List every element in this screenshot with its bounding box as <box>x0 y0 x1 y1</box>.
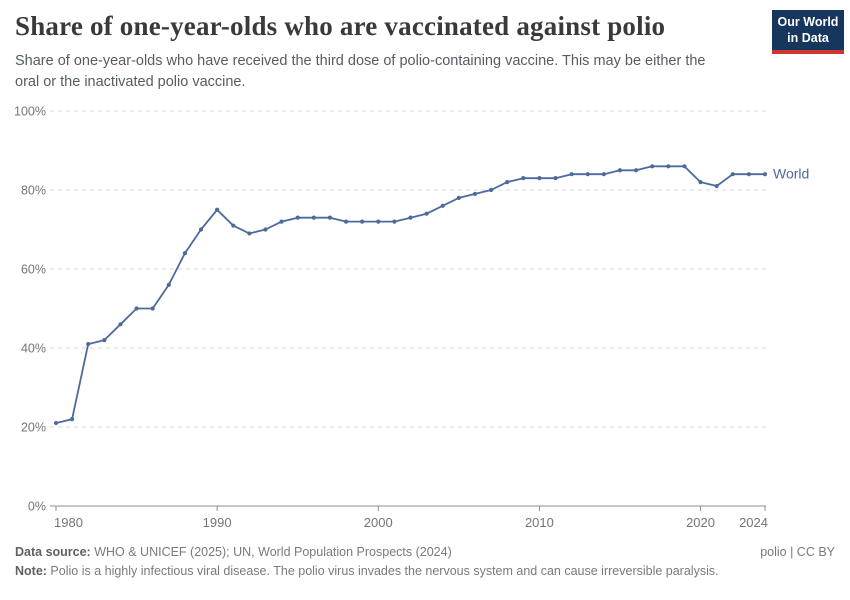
data-point-marker[interactable] <box>279 219 284 224</box>
data-point-marker[interactable] <box>182 251 188 256</box>
data-point-marker[interactable] <box>650 164 655 169</box>
x-axis-tick-label: 2000 <box>364 515 393 530</box>
data-point-marker[interactable] <box>360 219 365 224</box>
data-point-marker[interactable] <box>488 187 494 193</box>
data-point-marker[interactable] <box>134 306 139 311</box>
data-point-marker[interactable] <box>392 219 397 224</box>
data-point-marker[interactable] <box>585 172 590 177</box>
data-source-text: Data source: WHO & UNICEF (2025); UN, Wo… <box>15 545 452 559</box>
world-series-line[interactable] <box>55 165 766 424</box>
data-point-marker[interactable] <box>553 176 558 181</box>
note-value: Polio is a highly infectious viral disea… <box>46 564 719 578</box>
data-point-marker[interactable] <box>231 223 236 228</box>
data-point-marker[interactable] <box>698 180 703 185</box>
series-label-world[interactable]: World <box>773 166 809 182</box>
note-label: Note: <box>15 564 47 578</box>
chart-footer: Data source: WHO & UNICEF (2025); UN, Wo… <box>15 545 835 578</box>
y-axis-tick-label: 60% <box>21 263 46 277</box>
data-point-marker[interactable] <box>537 176 542 181</box>
data-point-marker[interactable] <box>70 417 75 422</box>
vaccination-line-chart: 0% 20% 40% 60% 80% 100% 1980 1990 2000 2010 2020 20… <box>14 105 809 531</box>
data-point-marker[interactable] <box>521 176 526 181</box>
data-point-marker[interactable] <box>327 215 333 220</box>
owid-logo-line1: Our World <box>777 15 839 29</box>
data-point-marker[interactable] <box>569 172 574 177</box>
y-axis-tick-label: 80% <box>21 184 46 198</box>
data-point-marker[interactable] <box>746 172 751 177</box>
data-point-marker[interactable] <box>215 207 220 212</box>
data-source-label: Data source: <box>15 545 91 559</box>
data-point-marker[interactable] <box>440 203 445 208</box>
data-point-marker[interactable] <box>263 227 268 232</box>
y-axis-tick-label: 40% <box>21 342 46 356</box>
y-axis-tick-label: 100% <box>14 105 46 119</box>
data-point-marker[interactable] <box>424 211 429 216</box>
data-source-value: WHO & UNICEF (2025); UN, World Populatio… <box>90 545 452 559</box>
data-point-marker[interactable] <box>343 219 349 224</box>
footer-sources-row: Data source: WHO & UNICEF (2025); UN, Wo… <box>15 545 835 559</box>
data-point-marker[interactable] <box>102 338 107 343</box>
owid-logo[interactable]: Our World in Data <box>772 10 844 55</box>
data-point-marker[interactable] <box>295 215 300 220</box>
x-axis-tick-label: 2010 <box>525 515 554 530</box>
data-point-marker[interactable] <box>456 195 461 200</box>
data-point-marker[interactable] <box>166 282 171 287</box>
data-point-marker[interactable] <box>505 180 510 185</box>
data-point-marker[interactable] <box>376 219 381 224</box>
data-point-marker[interactable] <box>714 183 719 189</box>
y-axis-tick-label: 20% <box>21 421 46 435</box>
data-point-marker[interactable] <box>118 322 123 327</box>
x-axis-tick-label: 2020 <box>686 515 715 530</box>
data-point-marker[interactable] <box>53 420 59 426</box>
data-point-marker[interactable] <box>247 231 252 236</box>
data-point-marker[interactable] <box>633 168 639 173</box>
y-axis-tick-label: 0% <box>28 500 46 514</box>
data-point-marker[interactable] <box>762 172 768 177</box>
chart-subtitle: Share of one-year-olds who have received… <box>15 53 706 90</box>
data-point-marker[interactable] <box>472 191 478 197</box>
data-point-marker[interactable] <box>150 306 155 311</box>
page-title: Share of one-year-olds who are vaccinate… <box>15 11 666 41</box>
license-text[interactable]: polio | CC BY <box>760 545 835 559</box>
x-axis-tick-label: 1980 <box>54 515 83 530</box>
data-point-marker[interactable] <box>601 172 606 177</box>
data-point-marker[interactable] <box>408 215 413 220</box>
data-point-marker[interactable] <box>730 172 735 177</box>
data-point-marker[interactable] <box>198 227 204 232</box>
data-point-marker[interactable] <box>311 215 316 220</box>
data-point-marker[interactable] <box>86 341 91 347</box>
data-point-marker[interactable] <box>682 164 687 169</box>
data-point-marker[interactable] <box>666 164 671 169</box>
data-point-marker[interactable] <box>617 168 623 173</box>
footer-note-row: Note: Polio is a highly infectious viral… <box>15 564 835 578</box>
owid-logo-line2: in Data <box>787 30 829 45</box>
x-axis-tick-label: 1990 <box>203 515 232 530</box>
x-axis-tick-label: 2024 <box>739 515 768 530</box>
